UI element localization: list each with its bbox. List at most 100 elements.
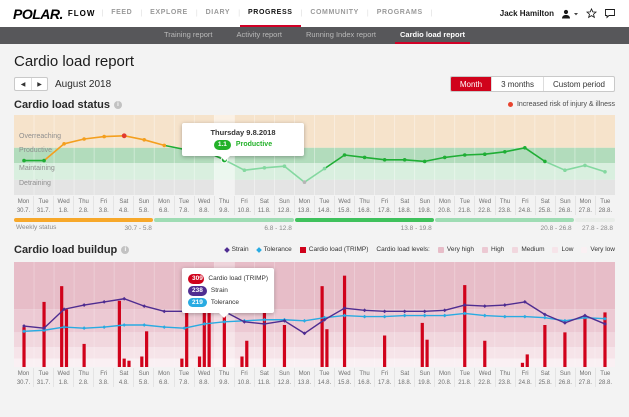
user-name[interactable]: Jack Hamilton	[500, 9, 554, 18]
tooltip-value-pill: 309	[188, 274, 204, 284]
day-of-week: Mon	[435, 370, 454, 379]
buildup-info-icon[interactable]: i	[121, 246, 129, 254]
period-navigation: ◀ ▶ August 2018 Month3 monthsCustom peri…	[14, 76, 615, 92]
buildup-section-header: Cardio load buildup i StrainToleranceCar…	[14, 243, 615, 256]
x-axis-day-label: Sun5.8.	[133, 368, 153, 387]
nav-item-explore[interactable]: EXPLORE	[142, 0, 196, 27]
x-axis-day-label: Mon20.8.	[434, 196, 454, 215]
day-of-week: Wed	[195, 370, 214, 379]
nav-item-progress[interactable]: PROGRESS	[240, 0, 300, 27]
tab-cardio-load-report[interactable]: Cardio load report	[395, 27, 470, 44]
status-chart-x-axis: Mon30.7.Tue31.7.Wed1.8.Thu2.8.Fri3.8.Sat…	[14, 196, 615, 215]
user-area: Jack Hamilton	[500, 0, 616, 27]
day-date: 26.8.	[556, 379, 575, 388]
day-date: 7.8.	[175, 379, 194, 388]
main-menu: |FEED|EXPLORE|DIARY|PROGRESS|COMMUNITY|P…	[101, 0, 432, 27]
legend-item-cardio-load-trimp: Cardio load (TRIMP)	[300, 246, 369, 253]
nav-item-feed[interactable]: FEED	[103, 0, 140, 27]
messages-button[interactable]	[604, 8, 616, 19]
day-of-week: Fri	[375, 370, 394, 379]
flow-logo[interactable]: FLOW	[68, 0, 96, 27]
x-axis-day-label: Tue28.8.	[595, 196, 615, 215]
x-axis-day-label: Thu16.8.	[354, 196, 374, 215]
status-tooltip-date: Thursday 9.8.2018	[188, 128, 298, 137]
legend-label: Cardio load (TRIMP)	[309, 246, 369, 253]
diamond-marker-icon	[256, 247, 262, 253]
tab-training-report[interactable]: Training report	[159, 27, 218, 44]
day-date: 20.8.	[435, 379, 454, 388]
x-axis-day-label: Thu9.8.	[214, 196, 234, 215]
weekly-segment[interactable]	[435, 218, 574, 222]
day-date: 28.8.	[596, 207, 615, 216]
status-chart-canvas[interactable]	[14, 115, 615, 195]
x-axis-day-label: Wed22.8.	[474, 196, 494, 215]
day-date: 17.8.	[375, 207, 394, 216]
day-of-week: Tue	[175, 198, 194, 207]
weekly-status-bar	[14, 218, 615, 222]
x-axis-day-label: Mon30.7.	[14, 368, 33, 387]
day-date: 30.7.	[14, 379, 33, 388]
buildup-section-title: Cardio load buildup	[14, 244, 117, 256]
x-axis-day-label: Sat25.8.	[535, 196, 555, 215]
previous-period-button[interactable]: ◀	[15, 78, 31, 90]
user-menu-button[interactable]	[561, 9, 579, 19]
day-date: 19.8.	[415, 379, 434, 388]
x-axis-day-label: Mon20.8.	[434, 368, 454, 387]
day-date: 6.8.	[154, 379, 173, 388]
day-date: 23.8.	[496, 379, 515, 388]
day-of-week: Sun	[556, 370, 575, 379]
day-date: 11.8.	[255, 207, 274, 216]
period-button-month[interactable]: Month	[451, 77, 491, 91]
day-date: 22.8.	[475, 379, 494, 388]
legend-label: Tolerance	[264, 246, 292, 253]
day-date: 30.7.	[14, 207, 33, 216]
x-axis-day-label: Wed1.8.	[53, 196, 73, 215]
star-icon	[586, 8, 597, 19]
period-button-3-months[interactable]: 3 months	[491, 77, 543, 91]
chevron-down-icon	[573, 11, 579, 17]
level-swatch-icon	[438, 247, 444, 253]
weekly-segment[interactable]	[295, 218, 434, 222]
x-axis-day-label: Wed8.8.	[194, 368, 214, 387]
x-axis-day-label: Wed1.8.	[53, 368, 73, 387]
status-info-icon[interactable]: i	[114, 101, 122, 109]
day-of-week: Sat	[536, 198, 555, 207]
next-period-button[interactable]: ▶	[31, 78, 47, 90]
nav-item-diary[interactable]: DIARY	[198, 0, 239, 27]
day-of-week: Mon	[14, 198, 33, 207]
level-label: Medium	[521, 246, 544, 253]
status-zone-label: Productive	[236, 141, 272, 148]
x-axis-day-label: Fri3.8.	[93, 196, 113, 215]
level-swatch-icon	[552, 247, 558, 253]
weekly-segment-label: 6.8 - 12.8	[154, 225, 294, 232]
tab-activity-report[interactable]: Activity report	[232, 27, 287, 44]
buildup-chart-canvas[interactable]	[14, 262, 615, 367]
weekly-segment[interactable]	[14, 218, 153, 222]
day-date: 31.7.	[34, 379, 53, 388]
tab-running-index-report[interactable]: Running Index report	[301, 27, 381, 44]
x-axis-day-label: Tue21.8.	[454, 368, 474, 387]
weekly-segment-label: 13.8 - 19.8	[294, 225, 434, 232]
buildup-tooltip-row: 309Cardio load (TRIMP)	[188, 274, 268, 284]
nav-item-community[interactable]: COMMUNITY	[302, 0, 367, 27]
level-legend-very-low: Very low	[581, 246, 615, 253]
nav-item-programs[interactable]: PROGRAMS	[369, 0, 431, 27]
level-swatch-icon	[512, 247, 518, 253]
x-axis-day-label: Mon13.8.	[294, 368, 314, 387]
x-axis-day-label: Fri10.8.	[234, 196, 254, 215]
x-axis-day-label: Fri10.8.	[234, 368, 254, 387]
x-axis-day-label: Thu9.8.	[214, 368, 234, 387]
polar-logo[interactable]: POLAR.	[13, 0, 63, 27]
weekly-segment[interactable]	[154, 218, 293, 222]
buildup-tooltip: 309Cardio load (TRIMP)238Strain219Tolera…	[182, 268, 274, 313]
chat-bubble-icon	[604, 8, 616, 19]
period-arrow-group: ◀ ▶	[14, 77, 48, 91]
favorites-button[interactable]	[586, 8, 597, 19]
tooltip-series-label: Strain	[211, 287, 228, 294]
day-of-week: Sun	[415, 198, 434, 207]
tooltip-value-pill: 219	[188, 298, 207, 308]
x-axis-day-label: Tue7.8.	[174, 368, 194, 387]
day-of-week: Tue	[596, 370, 615, 379]
period-button-custom-period[interactable]: Custom period	[543, 77, 614, 91]
weekly-segment[interactable]	[575, 218, 615, 222]
